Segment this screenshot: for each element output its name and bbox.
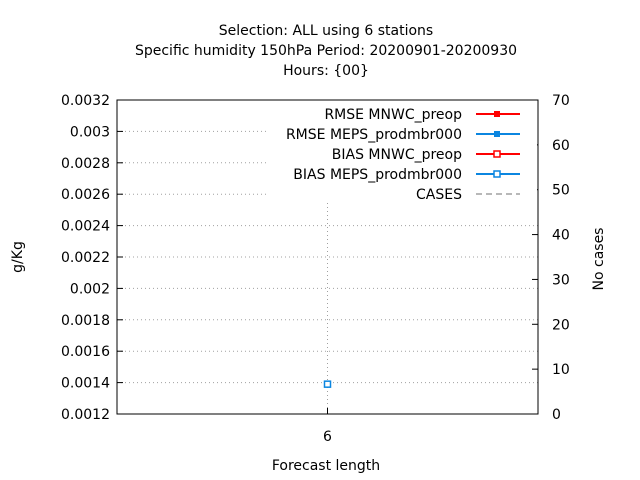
y-tick-label: 0.0012 [61,407,110,423]
data-point [323,380,332,388]
legend-marker-open-square [493,170,501,178]
y-tick-label: 0.0018 [61,313,110,329]
y-tick-label: 0.003 [70,124,110,140]
y2-tick-label: 0 [552,407,561,423]
y2-tick-label: 10 [552,362,570,378]
title-line-2: Specific humidity 150hPa Period: 2020090… [135,43,517,59]
y2-axis-ticks: 70 60 50 40 30 20 10 0 [532,93,570,423]
legend-marker-open-square [493,150,501,158]
y2-axis-label: No cases [591,228,607,291]
title-line-1: Selection: ALL using 6 stations [219,23,433,39]
y-axis-label: g/Kg [10,241,26,273]
y-tick-label: 0.0026 [61,187,110,203]
legend-marker-filled-square [494,111,500,117]
y-tick-label: 0.0014 [61,376,110,392]
x-axis-label: Forecast length [272,458,380,474]
legend-label: RMSE MEPS_prodmbr000 [286,127,462,143]
title-line-3: Hours: {00} [283,63,369,79]
y-tick-label: 0.0016 [61,344,110,360]
y2-tick-label: 40 [552,228,570,244]
y-axis-ticks: 0.0032 0.003 0.0028 0.0026 0.0024 0.0022 0.002… [61,93,123,423]
legend-label: RMSE MNWC_preop [324,107,462,123]
x-tick-label: 6 [323,429,332,445]
y2-tick-label: 50 [552,183,570,199]
legend-label: BIAS MEPS_prodmbr000 [293,167,462,183]
y2-tick-label: 60 [552,138,570,154]
x-axis-ticks: 6 [323,408,332,445]
y2-tick-label: 30 [552,272,570,288]
legend-label: BIAS MNWC_preop [332,147,462,163]
legend: RMSE MNWC_preop RMSE MEPS_prodmbr000 BIAS … [268,104,537,203]
y2-tick-label: 70 [552,93,570,109]
y-tick-label: 0.002 [70,281,110,297]
y-tick-label: 0.0024 [61,219,110,235]
chart-title: Selection: ALL using 6 stations Specific… [135,23,517,79]
y-tick-label: 0.0028 [61,156,110,172]
legend-label: CASES [416,187,462,203]
y-tick-label: 0.0022 [61,250,110,266]
y2-tick-label: 20 [552,317,570,333]
y-tick-label: 0.0032 [61,93,110,109]
legend-marker-filled-square [494,131,500,137]
